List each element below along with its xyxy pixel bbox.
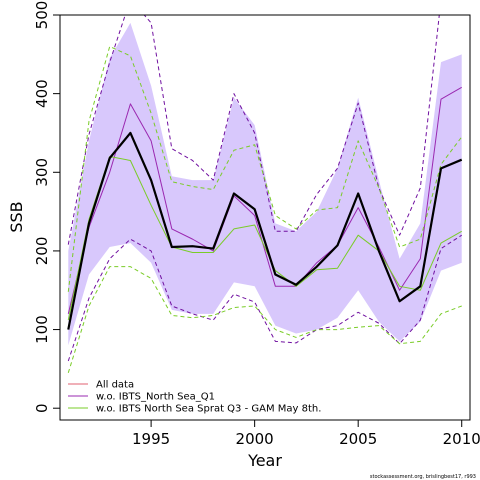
y-axis-title: SSB: [7, 201, 26, 232]
confidence-band: [68, 22, 462, 346]
x-tick-label-2000: 2000: [236, 430, 274, 448]
series-layer: [67, 15, 463, 373]
confidence-band-layer: [68, 22, 462, 346]
series-line-4: [67, 156, 462, 321]
legend-label-2: w.o. IBTS North Sea Sprat Q3 - GAM May 8…: [96, 404, 321, 415]
y-tick-label-100: 100: [33, 315, 51, 344]
y-axis: 0 100 200 300 400 500: [33, 1, 60, 413]
footer-credit: stockassessment.org, brislingbest17, r99…: [370, 474, 476, 480]
x-tick-label-2005: 2005: [339, 430, 377, 448]
series-line-6: [67, 266, 462, 373]
x-axis: 1995 2000 2005 2010: [132, 420, 480, 448]
y-tick-label-200: 200: [33, 237, 51, 266]
y-tick-label-0: 0: [33, 403, 51, 413]
x-axis-title: Year: [247, 451, 282, 470]
series-line-0: [67, 131, 463, 330]
y-tick-label-500: 500: [33, 1, 51, 30]
series-line-3: [67, 234, 462, 362]
y-tick-label-300: 300: [33, 158, 51, 187]
series-line-1: [67, 86, 462, 314]
x-tick-label-1995: 1995: [132, 430, 170, 448]
y-tick-label-400: 400: [33, 79, 51, 108]
legend-label-0: All data: [96, 380, 134, 391]
legend-label-1: w.o. IBTS_North Sea_Q1: [96, 392, 215, 403]
plot-frame: [59, 14, 471, 421]
series-line-5: [67, 45, 463, 292]
x-tick-label-2010: 2010: [443, 430, 480, 448]
